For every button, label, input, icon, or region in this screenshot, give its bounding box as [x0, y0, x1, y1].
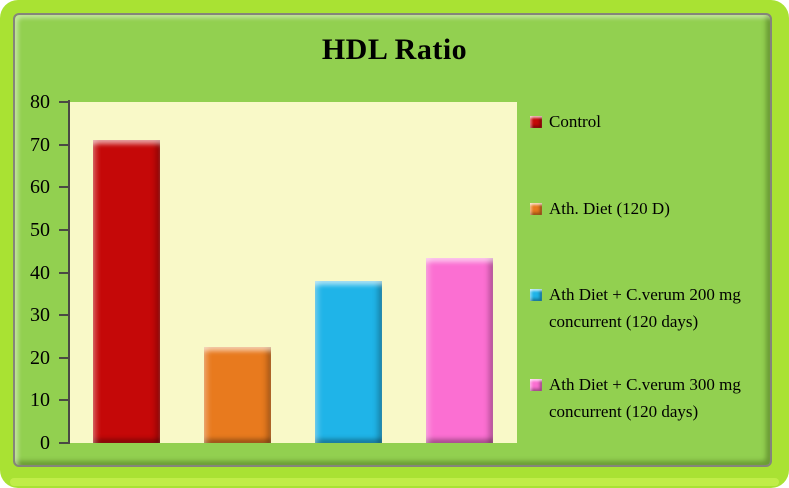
y-tick-mark-60: [59, 186, 69, 189]
y-tick-label-50: 50: [30, 218, 50, 241]
y-tick-mark-20: [59, 356, 69, 359]
legend-marker-ath-diet-120-d: [530, 203, 542, 215]
legend-label-ath-diet-120-d: Ath. Diet (120 D): [549, 199, 670, 218]
bar-control: [93, 140, 160, 443]
bar-ath-diet-120-d: [204, 347, 271, 443]
y-tick-mark-70: [59, 143, 69, 146]
y-tick-mark-10: [59, 399, 69, 402]
y-tick-label-60: 60: [30, 176, 50, 199]
legend-marker-ath-diet-c-verum-200-mg-concurrent-120-d: [530, 289, 542, 301]
legend-label-ath-diet-c-verum-300-mg-concurrent-120-d: Ath Diet + C.verum 300 mg concurrent (12…: [549, 375, 741, 421]
legend-marker-control: [530, 116, 542, 128]
y-tick-mark-0: [59, 442, 69, 444]
y-tick-mark-40: [59, 271, 69, 274]
y-tick-label-40: 40: [30, 261, 50, 284]
y-tick-label-10: 10: [30, 389, 50, 412]
legend-label-ath-diet-c-verum-200-mg-concurrent-120-d: Ath Diet + C.verum 200 mg concurrent (12…: [549, 285, 741, 331]
bar-ath-diet-c-verum-300-mg-concurrent-120-d: [426, 258, 493, 443]
bar-ath-diet-c-verum-200-mg-concurrent-120-d: [315, 281, 382, 443]
y-tick-mark-30: [59, 314, 69, 317]
legend-marker-ath-diet-c-verum-300-mg-concurrent-120-d: [530, 379, 542, 391]
y-tick-mark-80: [59, 101, 69, 103]
y-tick-mark-50: [59, 228, 69, 231]
y-tick-label-30: 30: [30, 304, 50, 327]
y-tick-label-80: 80: [30, 91, 50, 113]
legend-label-control: Control: [549, 112, 601, 131]
plot-area: [70, 102, 517, 443]
chart-title: HDL Ratio: [321, 33, 468, 66]
y-tick-label-0: 0: [40, 432, 50, 454]
y-tick-label-70: 70: [30, 133, 50, 156]
y-axis-line: [68, 100, 70, 444]
y-tick-label-20: 20: [30, 346, 50, 369]
